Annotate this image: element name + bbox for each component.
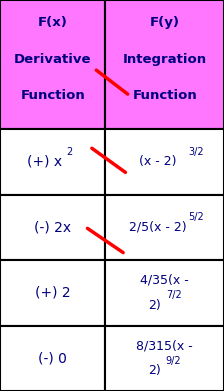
Text: Derivative: Derivative <box>14 52 91 66</box>
Text: 9/2: 9/2 <box>166 356 181 366</box>
Bar <box>105 0 224 129</box>
Bar <box>105 195 224 260</box>
Text: F(x): F(x) <box>38 16 68 29</box>
Bar <box>0 195 105 260</box>
Text: 2): 2) <box>148 364 161 377</box>
Text: (+) x: (+) x <box>27 155 62 169</box>
Bar <box>0 0 105 129</box>
Text: 3/2: 3/2 <box>188 147 204 157</box>
Text: 2/5(x - 2): 2/5(x - 2) <box>129 221 187 234</box>
Text: 7/2: 7/2 <box>166 291 181 301</box>
Text: (-) 2x: (-) 2x <box>34 220 71 234</box>
Text: 4/35(x -: 4/35(x - <box>140 274 189 287</box>
Bar <box>0 325 105 391</box>
Text: Function: Function <box>20 90 85 102</box>
Text: Integration: Integration <box>123 52 207 66</box>
Bar <box>0 129 105 194</box>
Text: F(y): F(y) <box>150 16 180 29</box>
Bar <box>0 260 105 325</box>
Text: 2: 2 <box>66 147 73 157</box>
Text: (+) 2: (+) 2 <box>35 286 71 300</box>
Text: (-) 0: (-) 0 <box>38 351 67 365</box>
Bar <box>105 129 224 194</box>
Bar <box>105 260 224 325</box>
Bar <box>105 325 224 391</box>
Text: Function: Function <box>132 90 197 102</box>
Text: 5/2: 5/2 <box>188 212 204 222</box>
Text: 8/315(x -: 8/315(x - <box>136 339 193 352</box>
Text: 2): 2) <box>148 299 161 312</box>
Text: (x - 2): (x - 2) <box>139 155 177 168</box>
